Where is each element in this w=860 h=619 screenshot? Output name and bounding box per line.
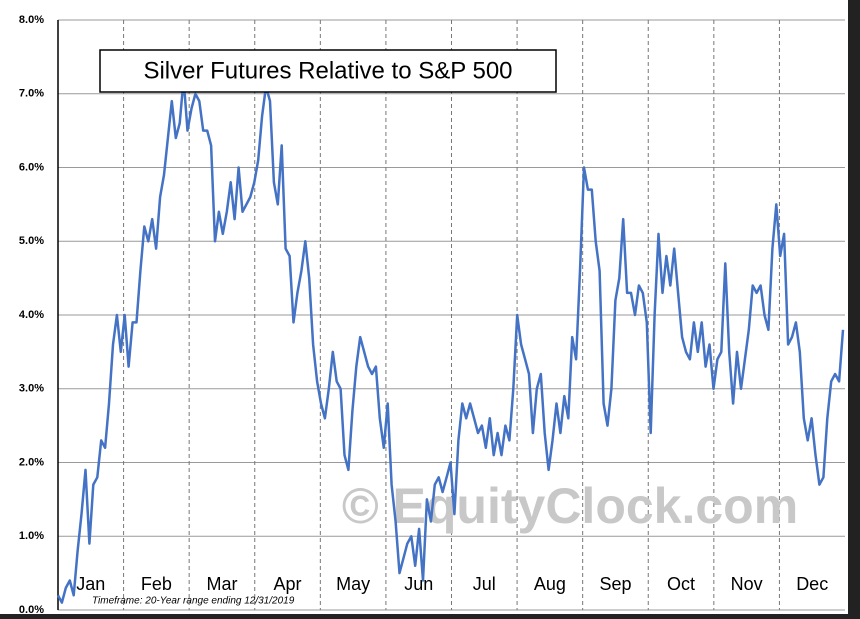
y-tick-label: 6.0% xyxy=(19,161,44,173)
y-tick-label: 4.0% xyxy=(19,309,44,321)
x-tick-label: Sep xyxy=(599,574,631,594)
x-tick-label: Aug xyxy=(534,574,566,594)
x-tick-label: Jan xyxy=(76,574,105,594)
x-tick-label: Mar xyxy=(206,574,237,594)
y-tick-label: 1.0% xyxy=(19,530,44,542)
y-tick-label: 0.0% xyxy=(19,604,44,616)
grid: 0.0% 1.0% 2.0% 3.0% 4.0% 5.0% 6.0% 7.0% 8.0% Jan F… xyxy=(19,14,845,616)
x-tick-label: Oct xyxy=(667,574,695,594)
plot xyxy=(56,77,845,604)
frame-edge xyxy=(0,614,860,619)
footnote: Timeframe: 20-Year range ending 12/31/20… xyxy=(92,596,295,607)
chart-title: Silver Futures Relative to S&P 500 xyxy=(143,57,512,84)
watermark: © EquityClock.com xyxy=(342,478,798,534)
x-tick-label: Feb xyxy=(141,574,172,594)
series-line xyxy=(56,77,845,604)
y-tick-label: 2.0% xyxy=(19,456,44,468)
x-tick-label: Nov xyxy=(731,574,763,594)
x-tick-label: Jul xyxy=(473,574,496,594)
y-tick-label: 7.0% xyxy=(19,88,44,100)
frame-edge xyxy=(848,0,860,619)
x-tick-label: May xyxy=(336,574,370,594)
y-tick-label: 8.0% xyxy=(19,14,44,26)
x-tick-label: Jun xyxy=(404,574,433,594)
y-tick-label: 3.0% xyxy=(19,383,44,395)
y-tick-label: 5.0% xyxy=(19,235,44,247)
title-box xyxy=(99,49,557,93)
x-tick-label: Dec xyxy=(796,574,828,594)
x-tick-label: Apr xyxy=(274,574,302,594)
